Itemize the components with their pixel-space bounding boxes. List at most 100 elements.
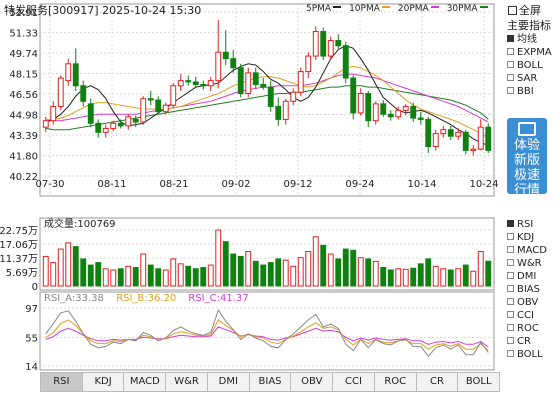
candle-body xyxy=(327,40,334,57)
candle-body xyxy=(365,93,372,122)
volume-bar xyxy=(170,258,177,287)
side-item-label: BIAS xyxy=(517,284,540,295)
indicator-roc[interactable]: ROC xyxy=(505,322,560,335)
volume-bar xyxy=(387,269,394,287)
fullscreen-button[interactable]: 全屏 xyxy=(508,2,541,18)
experience-line-1: 体验 xyxy=(513,138,540,153)
ma-legend-item: 20PMA xyxy=(398,4,439,16)
candle-body xyxy=(320,31,327,57)
price-tick-label: 41.80 xyxy=(9,152,38,163)
main-indicator-sar[interactable]: SAR xyxy=(505,72,560,85)
indicator-cci[interactable]: CCI xyxy=(505,309,560,322)
candle-body xyxy=(267,86,274,107)
indicator-list: RSI KDJ MACD W&R DMI BIAS OBV CCI ROC CR BOLL xyxy=(505,218,560,361)
ma-legend-item: 5PMA xyxy=(306,4,342,16)
radio-unchecked-icon xyxy=(507,298,514,305)
tab-wr[interactable]: W&R xyxy=(166,372,208,392)
candle-body xyxy=(140,98,147,123)
candle-body xyxy=(297,71,304,93)
volume-bar xyxy=(155,268,162,287)
radio-unchecked-icon xyxy=(507,87,514,94)
candle-body xyxy=(245,72,252,95)
volume-bar xyxy=(252,260,259,287)
candle-body xyxy=(342,45,349,79)
side-item-label: CR xyxy=(517,336,531,347)
radio-unchecked-icon xyxy=(507,272,514,279)
main-indicator-expma[interactable]: EXPMA xyxy=(505,46,560,59)
tab-macd[interactable]: MACD xyxy=(124,372,167,392)
volume-bar xyxy=(320,244,327,287)
candle-body xyxy=(42,120,49,128)
volume-bar xyxy=(432,265,439,287)
chart-title: 特发服务[300917] 2025-10-24 15:30 xyxy=(4,4,202,17)
indicator-rsi[interactable]: RSI xyxy=(505,218,560,231)
price-tick-label: 49.74 xyxy=(9,49,38,60)
volume-bar xyxy=(357,257,364,287)
candle-body xyxy=(260,84,267,88)
indicator-cr[interactable]: CR xyxy=(505,335,560,348)
ma-swatch-icon xyxy=(479,6,488,8)
volume-bar xyxy=(132,267,139,287)
radio-unchecked-icon xyxy=(507,324,514,331)
volume-bar xyxy=(57,248,64,287)
fullscreen-label: 全屏 xyxy=(519,4,541,17)
experience-new-version-button[interactable]: 体验 新版 极速 行情 xyxy=(507,118,547,198)
tab-cci[interactable]: CCI xyxy=(333,372,375,392)
candle-body xyxy=(215,51,222,82)
volume-bar xyxy=(447,269,454,287)
radio-checked-icon xyxy=(507,35,514,42)
ma-swatch-icon xyxy=(430,6,439,8)
candle-body xyxy=(402,105,409,111)
side-item-label: W&R xyxy=(517,258,542,269)
main-indicator-bbi[interactable]: BBI xyxy=(505,85,560,98)
tab-boll[interactable]: BOLL xyxy=(458,372,501,392)
price-tick-label: 51.33 xyxy=(9,28,38,39)
rsi-legend-label: RSI_C:41.37 xyxy=(188,293,248,304)
rsi-tick-label: 97 xyxy=(25,304,38,315)
main-chart-frame xyxy=(39,3,495,197)
radio-unchecked-icon xyxy=(507,259,514,266)
candle-body xyxy=(485,126,492,151)
tab-cr[interactable]: CR xyxy=(416,372,459,392)
volume-bar xyxy=(470,270,477,287)
side-item-label: ROC xyxy=(517,323,539,334)
main-indicator-boll[interactable]: BOLL xyxy=(505,59,560,72)
tab-roc[interactable]: ROC xyxy=(374,372,417,392)
price-tick-label: 43.39 xyxy=(9,131,38,142)
date-tick-label: 09-24 xyxy=(345,179,374,190)
tab-rsi[interactable]: RSI xyxy=(41,372,83,392)
volume-bar xyxy=(200,267,207,287)
indicator-obv[interactable]: OBV xyxy=(505,296,560,309)
main-indicator-均线[interactable]: 均线 xyxy=(505,33,560,46)
tab-dmi[interactable]: DMI xyxy=(207,372,250,392)
candle-body xyxy=(87,103,94,124)
rsi-c-line xyxy=(45,326,489,348)
indicator-bias[interactable]: BIAS xyxy=(505,283,560,296)
candle-body xyxy=(417,117,424,120)
volume-bar xyxy=(185,265,192,287)
rsi-b-line xyxy=(45,319,489,351)
volume-bar xyxy=(290,265,297,287)
date-tick-label: 10-24 xyxy=(469,179,498,190)
candle-body xyxy=(282,100,289,120)
indicator-dmi[interactable]: DMI xyxy=(505,270,560,283)
rsi-a-line xyxy=(45,308,489,357)
side-item-label: DMI xyxy=(517,271,537,282)
price-tick-label: 40.22 xyxy=(9,172,38,183)
tab-kdj[interactable]: KDJ xyxy=(82,372,125,392)
candle-body xyxy=(57,77,64,107)
tab-obv[interactable]: OBV xyxy=(291,372,334,392)
side-item-label: MACD xyxy=(517,245,547,256)
indicator-kdj[interactable]: KDJ xyxy=(505,231,560,244)
indicator-macd[interactable]: MACD xyxy=(505,244,560,257)
indicator-wr[interactable]: W&R xyxy=(505,257,560,270)
ma20-line xyxy=(45,73,489,123)
volume-bar xyxy=(365,258,372,287)
indicator-boll[interactable]: BOLL xyxy=(505,348,560,361)
volume-bar xyxy=(350,249,357,287)
rsi-legend-label: RSI_A:33.38 xyxy=(44,293,104,304)
price-tick-label: 52.91 xyxy=(9,8,38,19)
tab-bias[interactable]: BIAS xyxy=(249,372,292,392)
volume-bar xyxy=(417,263,424,287)
